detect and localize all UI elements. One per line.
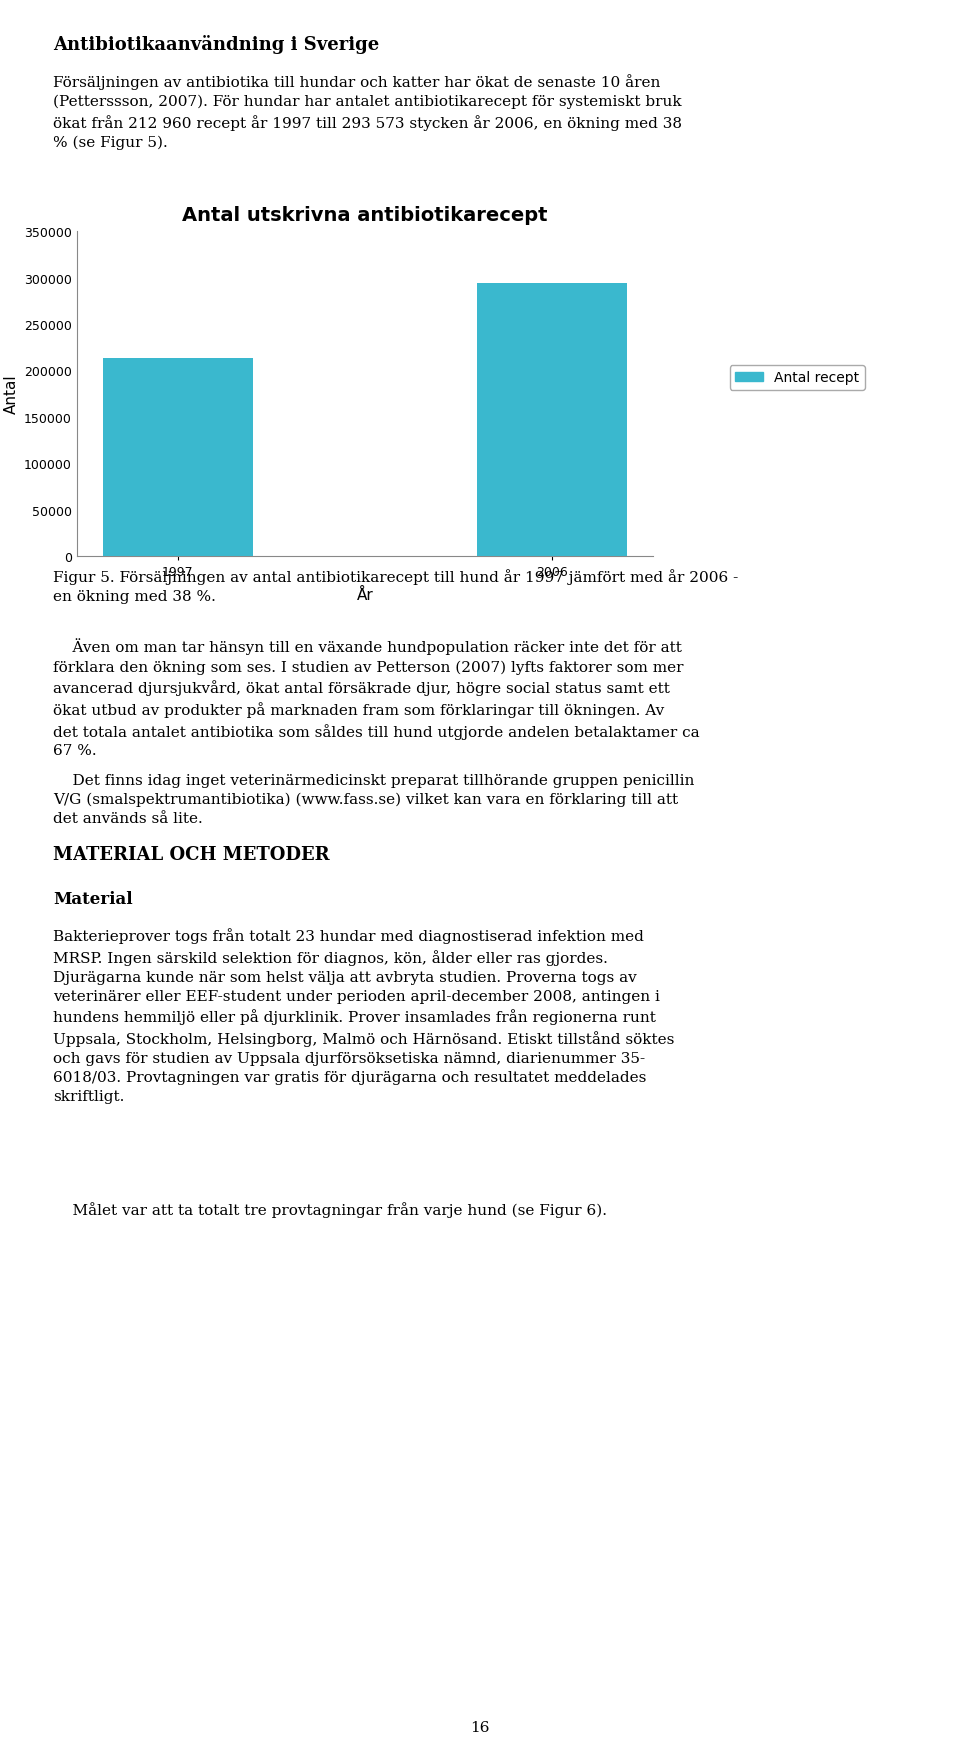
Text: MATERIAL OCH METODER: MATERIAL OCH METODER — [53, 845, 329, 863]
Text: Det finns idag inget veterinärmedicinskt preparat tillhörande gruppen penicillin: Det finns idag inget veterinärmedicinskt… — [53, 773, 694, 826]
Legend: Antal recept: Antal recept — [730, 365, 865, 390]
Y-axis label: Antal: Antal — [4, 374, 18, 415]
Bar — [477, 285, 627, 557]
Text: 16: 16 — [470, 1720, 490, 1734]
Text: Målet var att ta totalt tre provtagningar från varje hund (se Figur 6).: Målet var att ta totalt tre provtagninga… — [53, 1202, 607, 1218]
Text: Material: Material — [53, 891, 132, 908]
Text: Figur 5. Försäljningen av antal antibiotikarecept till hund år 1997 jämfört med : Figur 5. Försäljningen av antal antibiot… — [53, 569, 738, 604]
Text: Även om man tar hänsyn till en växande hundpopulation räcker inte det för att
fö: Även om man tar hänsyn till en växande h… — [53, 638, 700, 757]
Text: Försäljningen av antibiotika till hundar och katter har ökat de senaste 10 åren
: Försäljningen av antibiotika till hundar… — [53, 74, 682, 151]
X-axis label: År: År — [356, 587, 373, 603]
Title: Antal utskrivna antibiotikarecept: Antal utskrivna antibiotikarecept — [182, 206, 547, 225]
Bar — [103, 358, 252, 557]
Text: Bakterieprover togs från totalt 23 hundar med diagnostiserad infektion med
MRSP.: Bakterieprover togs från totalt 23 hunda… — [53, 928, 674, 1103]
Text: Antibiotikaanvändning i Sverige: Antibiotikaanvändning i Sverige — [53, 35, 379, 54]
